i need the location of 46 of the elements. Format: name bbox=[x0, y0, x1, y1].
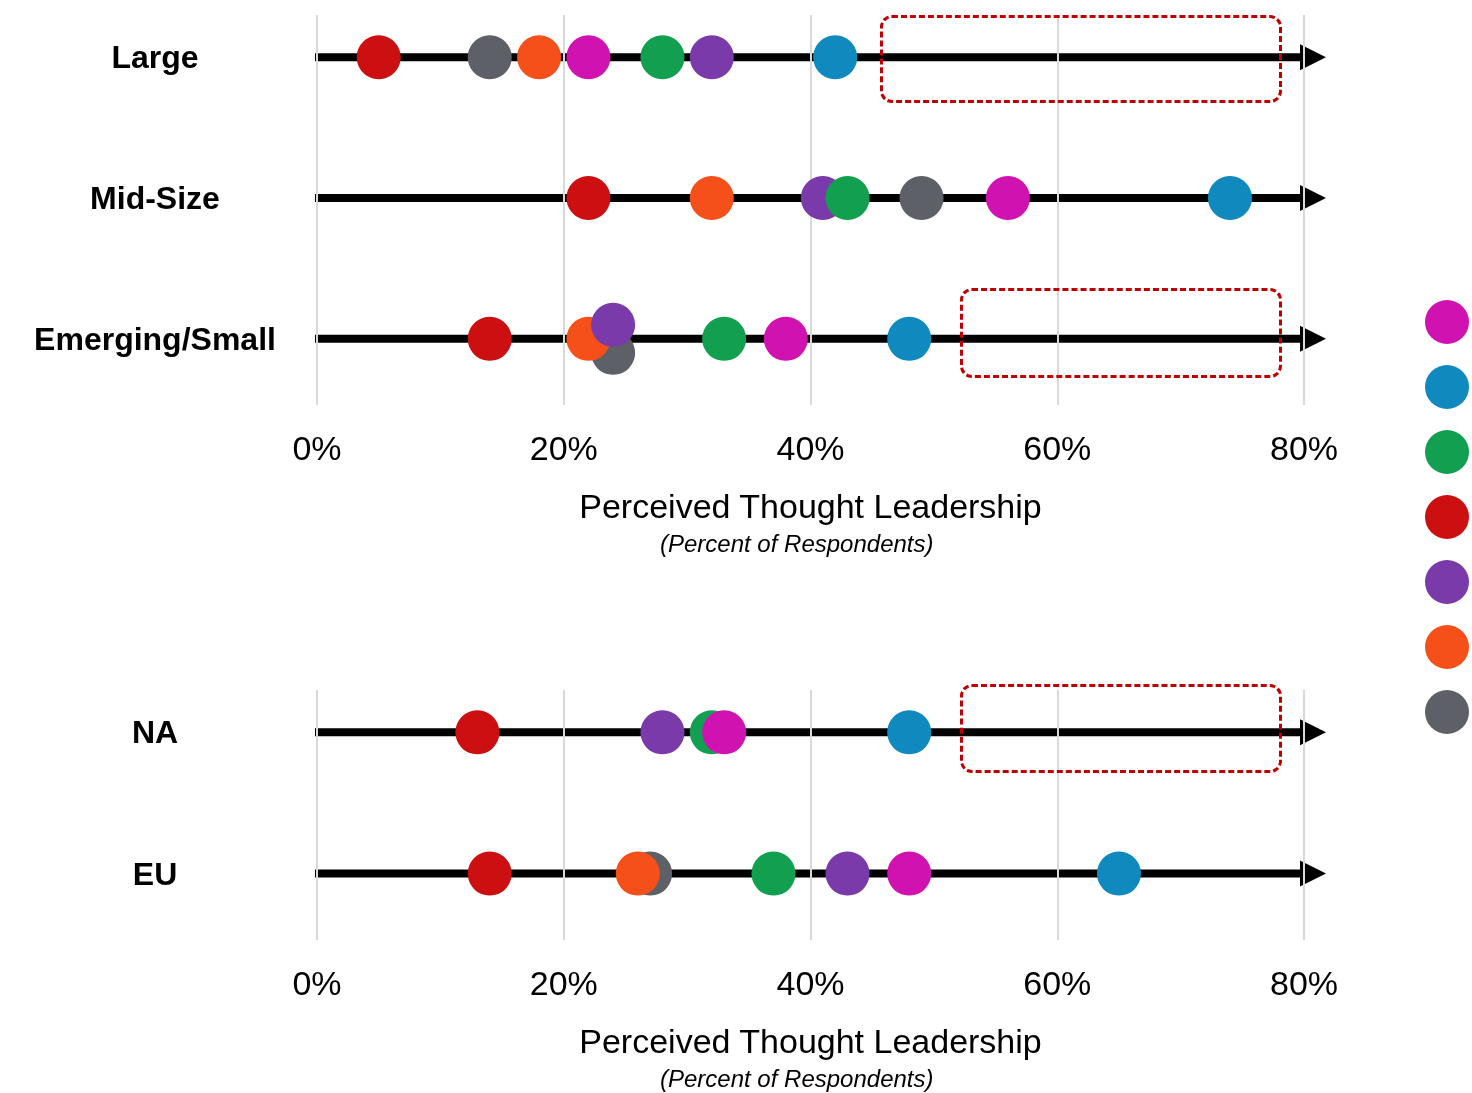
y-tick-label: EU bbox=[132, 855, 178, 892]
point bbox=[356, 35, 401, 80]
point bbox=[640, 35, 685, 80]
x-tick-label: 20% bbox=[529, 429, 598, 467]
x-tick-label: 80% bbox=[1269, 964, 1339, 1002]
x-tick-label: 0% bbox=[292, 429, 342, 467]
y-tick-label: NA bbox=[131, 714, 179, 751]
point bbox=[1208, 176, 1252, 221]
x-tick-label: 40% bbox=[776, 964, 845, 1002]
point bbox=[887, 710, 932, 755]
point bbox=[751, 851, 796, 896]
point bbox=[813, 35, 858, 80]
x-tick-label: 60% bbox=[1023, 964, 1092, 1002]
point bbox=[702, 710, 747, 755]
point bbox=[566, 35, 611, 80]
point bbox=[455, 710, 500, 755]
point bbox=[689, 35, 734, 80]
point bbox=[887, 316, 932, 361]
point bbox=[899, 176, 944, 221]
point bbox=[517, 35, 562, 80]
point bbox=[825, 176, 870, 221]
point bbox=[467, 35, 512, 80]
point bbox=[615, 851, 660, 896]
x-axis-title: Perceived Thought Leadership bbox=[579, 1022, 1042, 1060]
x-tick-label: 60% bbox=[1023, 429, 1092, 467]
y-tick-label: Mid-Size bbox=[90, 180, 220, 217]
point bbox=[763, 316, 808, 361]
point bbox=[887, 851, 932, 896]
point bbox=[566, 176, 611, 221]
text: (Percent of Respondents) bbox=[660, 1064, 934, 1092]
text: (Percent of Respondents) bbox=[660, 529, 934, 557]
point bbox=[467, 851, 512, 896]
x-tick-label: 20% bbox=[529, 964, 598, 1002]
y-tick-label: Emerging/Small bbox=[34, 320, 276, 357]
x-tick-label: 0% bbox=[292, 964, 342, 1002]
x-axis-title: Perceived Thought Leadership bbox=[579, 487, 1042, 525]
point bbox=[985, 176, 1030, 221]
x-tick-label: 40% bbox=[776, 429, 845, 467]
point bbox=[467, 316, 512, 361]
point bbox=[1096, 851, 1141, 896]
point bbox=[825, 851, 870, 896]
y-tick-label: Large bbox=[111, 39, 199, 76]
point bbox=[640, 710, 685, 755]
x-tick-label: 80% bbox=[1269, 429, 1339, 467]
point bbox=[702, 316, 747, 361]
point bbox=[689, 176, 734, 221]
